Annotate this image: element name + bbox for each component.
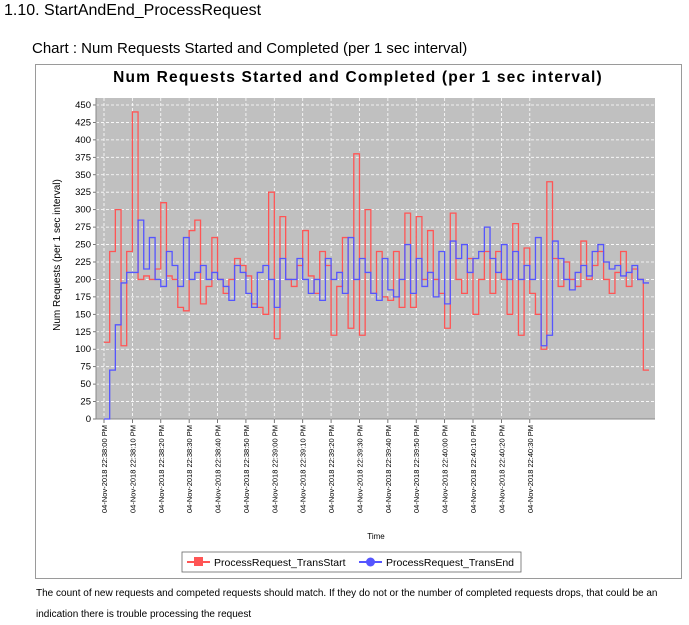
x-tick-label: 04-Nov-2018 22:38:00 PM	[100, 425, 109, 513]
x-tick-label: 04-Nov-2018 22:38:20 PM	[157, 425, 166, 513]
y-tick-label: 450	[75, 100, 91, 111]
y-axis: 0 25 50 75 100 125 150 175 200 225 250 275 300 325 350…	[75, 98, 97, 425]
legend-end-marker	[366, 557, 375, 567]
chart-description: The count of new requests and competed r…	[36, 583, 681, 625]
chart-title: Num Requests Started and Completed (per …	[113, 69, 603, 86]
y-tick-label: 200	[75, 274, 91, 285]
section-title: 1.10. StartAndEnd_ProcessRequest	[4, 2, 262, 19]
y-tick-label: 75	[80, 362, 91, 373]
x-tick-label: 04-Nov-2018 22:38:40 PM	[214, 425, 223, 513]
legend-start-marker	[194, 557, 203, 566]
series-end-path	[104, 219, 649, 420]
x-tick-label: 04-Nov-2018 22:39:50 PM	[412, 425, 421, 513]
plot-area	[96, 98, 655, 419]
y-tick-label: 100	[75, 344, 91, 355]
y-tick-label: 150	[75, 309, 91, 320]
y-tick-label: 325	[75, 187, 91, 198]
x-tick-label: 04-Nov-2018 22:40:10 PM	[469, 425, 478, 513]
x-tick-label: 04-Nov-2018 22:39:40 PM	[384, 425, 393, 513]
y-tick-label: 275	[75, 222, 91, 233]
x-tick-label: 04-Nov-2018 22:39:30 PM	[355, 425, 364, 513]
x-axis-label: Time	[367, 532, 385, 541]
y-tick-label: 350	[75, 170, 91, 181]
description-line-1: The count of new requests and competed r…	[36, 588, 658, 599]
series-start-line	[104, 111, 649, 371]
series-end-line	[104, 219, 649, 420]
y-tick-label: 250	[75, 240, 91, 251]
x-tick-label: 04-Nov-2018 22:38:30 PM	[185, 425, 194, 513]
y-tick-label: 50	[80, 379, 91, 390]
y-tick-label: 425	[75, 117, 91, 128]
y-axis-label: Num Requests (per 1 sec interval)	[52, 179, 63, 331]
y-tick-label: 125	[75, 327, 91, 338]
series-start-path	[104, 111, 649, 371]
x-tick-label: 04-Nov-2018 22:38:50 PM	[242, 425, 251, 513]
legend-box	[181, 551, 522, 573]
x-tick-label: 04-Nov-2018 22:39:10 PM	[299, 425, 308, 513]
y-tick-label: 300	[75, 205, 91, 216]
x-tick-label: 04-Nov-2018 22:39:20 PM	[327, 425, 336, 513]
x-tick-label: 04-Nov-2018 22:40:00 PM	[441, 425, 450, 513]
y-tick-label: 225	[75, 257, 91, 268]
x-tick-label: 04-Nov-2018 22:40:20 PM	[497, 425, 506, 513]
y-tick-label: 0	[86, 414, 91, 425]
chart-svg: Num Requests Started and Completed (per …	[52, 69, 655, 573]
y-tick-label: 375	[75, 152, 91, 163]
y-tick-label: 400	[75, 135, 91, 146]
x-axis: 04-Nov-2018 22:38:00 PM 04-Nov-2018 22:38…	[96, 418, 655, 513]
x-tick-label: 04-Nov-2018 22:39:00 PM	[270, 425, 279, 513]
chart-caption: Chart : Num Requests Started and Complet…	[32, 40, 468, 57]
y-tick-label: 175	[75, 292, 91, 303]
x-tick-label: 04-Nov-2018 22:40:30 PM	[526, 425, 535, 513]
legend-start-label: ProcessRequest_TransStart	[214, 557, 346, 569]
y-tick-label: 25	[80, 397, 91, 408]
chart-frame: Num Requests Started and Completed (per …	[35, 64, 682, 579]
legend: ProcessRequest_TransStart ProcessRequest…	[181, 551, 522, 573]
legend-end-label: ProcessRequest_TransEnd	[386, 557, 514, 569]
description-line-2: indication there is trouble processing t…	[36, 609, 252, 620]
x-tick-label: 04-Nov-2018 22:38:10 PM	[128, 425, 137, 513]
